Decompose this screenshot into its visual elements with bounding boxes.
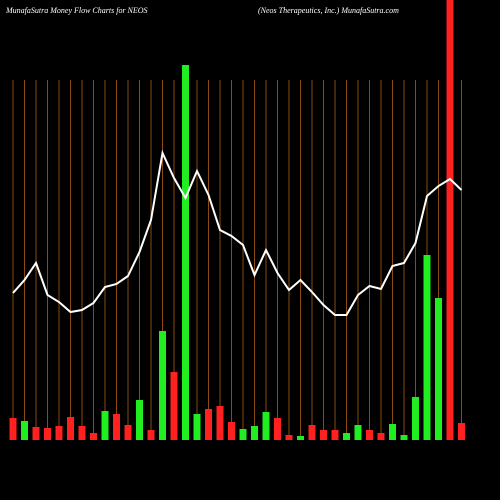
bar — [400, 435, 408, 440]
bar — [193, 414, 201, 440]
bar — [147, 430, 155, 440]
bar — [251, 426, 258, 440]
bar — [216, 406, 224, 440]
bar — [113, 414, 120, 440]
bar — [308, 425, 316, 440]
bar — [67, 417, 74, 440]
bar — [285, 435, 293, 440]
bar — [32, 427, 40, 440]
chart-title: MunafaSutra Money Flow Charts for NEOS — [5, 6, 148, 15]
bar — [170, 372, 178, 440]
bar — [343, 433, 350, 440]
bar — [124, 425, 132, 440]
bar — [446, 0, 454, 440]
bar — [182, 65, 189, 440]
bar — [412, 397, 419, 440]
bar — [228, 422, 235, 440]
bar — [78, 426, 86, 440]
bar — [320, 430, 327, 440]
bar — [377, 433, 385, 440]
bar — [458, 423, 465, 440]
bar — [366, 430, 373, 440]
money-flow-line — [12, 149, 463, 316]
bar — [55, 426, 63, 440]
bar — [159, 331, 166, 440]
bar — [297, 436, 304, 440]
bar — [101, 411, 109, 440]
bar — [44, 428, 51, 440]
chart-subtitle: (Neos Therapeutics, Inc.) MunafaSutra.co… — [258, 6, 399, 15]
bar — [9, 418, 17, 440]
bar — [435, 298, 442, 440]
bar — [354, 425, 362, 440]
bar — [262, 412, 270, 440]
bar — [423, 255, 431, 440]
bar — [331, 430, 339, 440]
bar — [239, 429, 247, 440]
bar — [21, 421, 28, 440]
bar — [205, 409, 212, 440]
bar — [389, 424, 396, 440]
bar — [274, 418, 281, 440]
bar — [90, 433, 97, 440]
bar — [136, 400, 143, 440]
